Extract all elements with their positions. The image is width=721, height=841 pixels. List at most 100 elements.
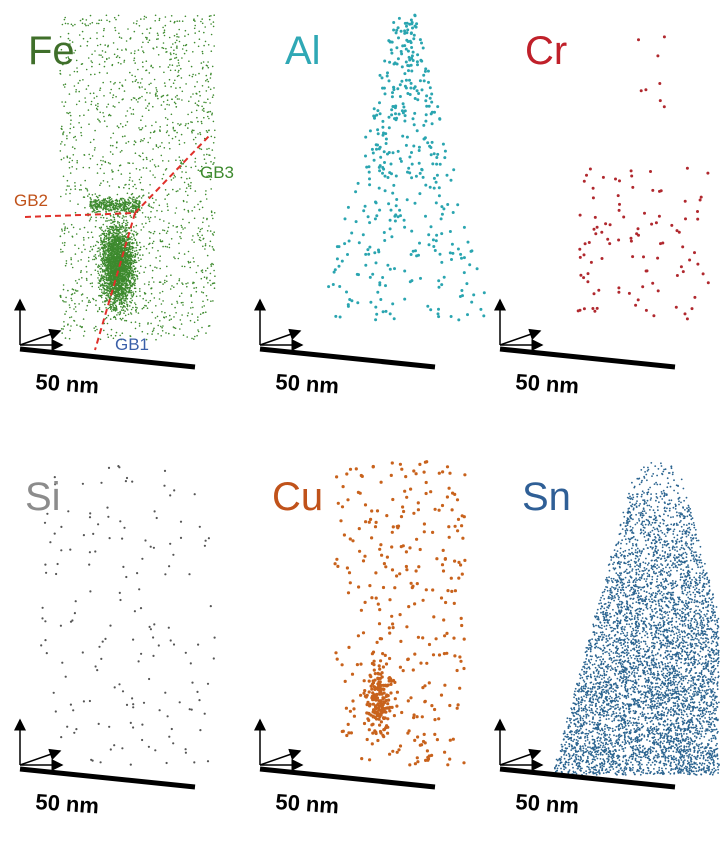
atom — [119, 254, 121, 256]
atom — [706, 172, 709, 175]
atom — [132, 307, 134, 309]
atom — [97, 103, 99, 105]
atom — [149, 170, 151, 172]
atom — [61, 662, 63, 664]
atom — [122, 217, 124, 219]
atom — [207, 267, 209, 269]
atom — [106, 285, 108, 287]
atom — [630, 169, 633, 172]
atom — [684, 200, 687, 203]
atom — [149, 252, 151, 254]
atom — [126, 303, 128, 305]
atom — [95, 201, 97, 203]
atom — [155, 92, 157, 94]
atom — [84, 180, 86, 182]
atom — [130, 764, 132, 766]
atom — [183, 334, 185, 336]
atom — [177, 123, 179, 125]
atom — [149, 221, 151, 223]
atom — [194, 20, 196, 22]
atom — [168, 135, 170, 137]
atom — [142, 298, 144, 300]
atom — [140, 653, 142, 655]
atom — [67, 290, 69, 292]
atom — [119, 36, 121, 38]
atom — [155, 166, 157, 168]
atom — [66, 112, 68, 114]
atom — [195, 166, 197, 168]
atom — [103, 247, 105, 249]
atom — [173, 256, 175, 258]
atom — [188, 101, 190, 103]
atom — [147, 42, 149, 44]
atom — [165, 48, 167, 50]
atom — [186, 178, 188, 180]
atom — [74, 85, 76, 87]
atom — [176, 40, 178, 42]
atom — [191, 66, 193, 68]
atom — [184, 227, 186, 229]
atom — [381, 126, 384, 129]
atom — [155, 317, 157, 319]
atom — [100, 87, 102, 89]
atom — [66, 263, 68, 265]
atom — [122, 244, 124, 246]
atom — [99, 89, 101, 91]
atom — [371, 148, 374, 151]
atom — [368, 221, 371, 224]
atom — [86, 271, 88, 273]
atom — [388, 126, 391, 129]
atom — [108, 242, 110, 244]
atom — [84, 23, 86, 25]
atom — [172, 225, 174, 227]
atom — [132, 186, 134, 188]
atom — [176, 283, 178, 285]
atom — [143, 159, 145, 161]
atom — [146, 92, 148, 94]
atom — [91, 216, 93, 218]
atom — [125, 125, 127, 127]
atom — [416, 89, 419, 92]
atom — [450, 258, 453, 261]
atom — [410, 253, 413, 256]
atom — [92, 22, 94, 24]
atom — [196, 93, 198, 95]
atom — [131, 290, 133, 292]
atom — [132, 81, 134, 83]
atom — [107, 204, 109, 206]
atom — [120, 151, 122, 153]
atom — [117, 221, 119, 223]
atom — [176, 57, 178, 59]
atom — [652, 314, 655, 317]
atom — [124, 200, 126, 202]
atom — [83, 114, 85, 116]
atom — [407, 69, 410, 72]
atom — [174, 80, 176, 82]
atom — [65, 23, 67, 25]
atom — [165, 16, 167, 18]
atom — [75, 212, 77, 214]
atom — [131, 236, 133, 238]
atom — [109, 198, 111, 200]
atom — [64, 86, 66, 88]
atom — [398, 209, 401, 212]
atom — [141, 129, 143, 131]
atom — [376, 109, 379, 112]
atom — [395, 29, 398, 32]
atom — [65, 297, 67, 299]
atom — [101, 285, 103, 287]
atom — [95, 226, 97, 228]
atom — [696, 210, 699, 213]
atom — [142, 116, 144, 118]
atom — [427, 233, 430, 236]
atom — [119, 236, 121, 238]
atom — [123, 267, 125, 269]
atom — [147, 307, 149, 309]
atom — [406, 198, 409, 201]
atom — [433, 187, 436, 190]
atom — [375, 201, 378, 204]
atom — [211, 34, 213, 36]
atom — [125, 142, 127, 144]
atom — [127, 294, 129, 296]
atom — [165, 316, 167, 318]
